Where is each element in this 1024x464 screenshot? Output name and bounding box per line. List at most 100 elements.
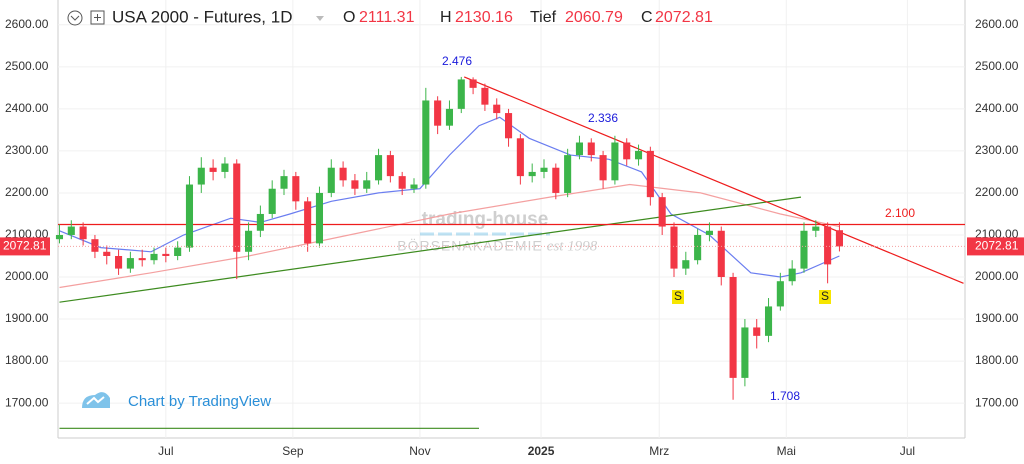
candle-body bbox=[233, 163, 241, 252]
candle-body bbox=[788, 268, 796, 282]
candle-body bbox=[658, 197, 666, 227]
candle-body bbox=[79, 226, 87, 240]
candle-body bbox=[634, 150, 643, 160]
y2-tick-label: 2000.00 bbox=[975, 269, 1019, 283]
candle-body bbox=[835, 230, 843, 247]
candle-body bbox=[315, 192, 324, 244]
candle-body bbox=[611, 142, 619, 181]
candle-body bbox=[564, 155, 572, 193]
candle-body bbox=[185, 184, 194, 248]
y-tick-label: 2000.00 bbox=[5, 269, 49, 283]
candle-body bbox=[516, 138, 524, 177]
candle-body bbox=[138, 258, 146, 261]
y-tick-label: 2500.00 bbox=[5, 59, 49, 73]
candle-body bbox=[150, 253, 158, 261]
grid bbox=[58, 0, 965, 438]
compare-icon[interactable] bbox=[90, 10, 105, 25]
high-label: H bbox=[440, 9, 452, 26]
price-tag-left: 2072.81 bbox=[3, 239, 47, 253]
candle-body bbox=[505, 113, 513, 139]
trend-line bbox=[463, 76, 964, 284]
candle-body bbox=[575, 142, 583, 156]
candle-body bbox=[327, 167, 335, 193]
symbol-dropdown[interactable] bbox=[316, 16, 324, 21]
low-value: 2060.79 bbox=[565, 9, 623, 26]
y-tick-label: 2400.00 bbox=[5, 101, 49, 115]
candle-body bbox=[197, 167, 205, 185]
annotation: 2.336 bbox=[588, 111, 618, 125]
candle-body bbox=[126, 258, 134, 269]
collapse-chevron bbox=[70, 15, 80, 21]
header: USA 2000 - Futures, 1D O 2111.31 H 2130.… bbox=[67, 7, 713, 26]
candle-body bbox=[812, 226, 820, 231]
candle-body bbox=[398, 176, 406, 189]
y-tick-label: 1800.00 bbox=[5, 353, 49, 367]
credit[interactable]: Chart by TradingView bbox=[82, 392, 271, 410]
candle-body bbox=[682, 260, 690, 269]
candle-body bbox=[268, 188, 276, 214]
high-value: 2130.16 bbox=[455, 9, 513, 26]
open-label: O bbox=[343, 9, 355, 26]
candle-body bbox=[162, 253, 170, 256]
candle-body bbox=[493, 104, 501, 114]
candle-body bbox=[776, 281, 784, 307]
y-tick-label: 2200.00 bbox=[5, 185, 49, 199]
trend-line bbox=[59, 183, 840, 289]
watermark-brand: trading-house bbox=[422, 209, 549, 230]
annotation: S bbox=[674, 289, 682, 303]
candle-body bbox=[292, 176, 300, 202]
candle-body bbox=[587, 142, 595, 156]
y-tick-label: 1700.00 bbox=[5, 395, 49, 409]
candle-body bbox=[339, 167, 347, 181]
y2-tick-label: 2400.00 bbox=[975, 101, 1019, 115]
close-label: C bbox=[641, 9, 653, 26]
candle-body bbox=[55, 234, 64, 240]
candle-body bbox=[245, 230, 253, 252]
candle-body bbox=[705, 230, 713, 235]
annotation-marker bbox=[672, 290, 684, 304]
tradingview-logo-line bbox=[86, 396, 105, 405]
candle-body bbox=[646, 150, 654, 198]
y-tick-label: 1900.00 bbox=[5, 311, 49, 325]
candle-body bbox=[103, 251, 111, 256]
candle-body bbox=[221, 163, 229, 172]
trend-line bbox=[59, 196, 802, 303]
candle-body bbox=[375, 155, 383, 181]
candle-body bbox=[469, 79, 477, 88]
candle-body bbox=[304, 201, 312, 244]
y2-tick-label: 1800.00 bbox=[975, 353, 1019, 367]
price-tag-right: 2072.81 bbox=[975, 239, 1019, 253]
price-tag-right-bg bbox=[967, 237, 1024, 256]
y2-tick-label: 2200.00 bbox=[975, 185, 1019, 199]
y2-tick-label: 2500.00 bbox=[975, 59, 1019, 73]
candle-body bbox=[410, 184, 418, 189]
credit-text[interactable]: Chart by TradingView bbox=[128, 393, 271, 410]
candle-body bbox=[729, 277, 737, 378]
compare-plus bbox=[94, 14, 101, 21]
candle-body bbox=[67, 226, 75, 235]
candle-body bbox=[386, 155, 394, 177]
annotation-marker bbox=[819, 290, 831, 304]
symbol-title: USA 2000 - Futures, 1D bbox=[112, 7, 292, 26]
x-tick-label: Jul bbox=[900, 444, 915, 458]
y-tick-label: 2300.00 bbox=[5, 143, 49, 157]
x-tick-label: Sep bbox=[282, 444, 304, 458]
candle-body bbox=[445, 108, 454, 126]
y-tick-label: 2600.00 bbox=[5, 17, 49, 31]
candle-body bbox=[115, 255, 123, 269]
annotation: 1.708 bbox=[770, 389, 800, 403]
candle-body bbox=[824, 226, 832, 265]
y2-tick-label: 1900.00 bbox=[975, 311, 1019, 325]
y2-tick-label: 1700.00 bbox=[975, 395, 1019, 409]
annotation: 2.100 bbox=[885, 206, 915, 220]
candle-body bbox=[800, 230, 808, 269]
candle-body bbox=[457, 79, 465, 109]
x-tick-label: Nov bbox=[409, 444, 430, 458]
candle-body bbox=[91, 239, 99, 252]
price-tag-left-bg bbox=[0, 237, 50, 256]
candle-body bbox=[256, 213, 264, 231]
candle-body bbox=[363, 180, 371, 189]
collapse-icon[interactable] bbox=[67, 10, 83, 26]
